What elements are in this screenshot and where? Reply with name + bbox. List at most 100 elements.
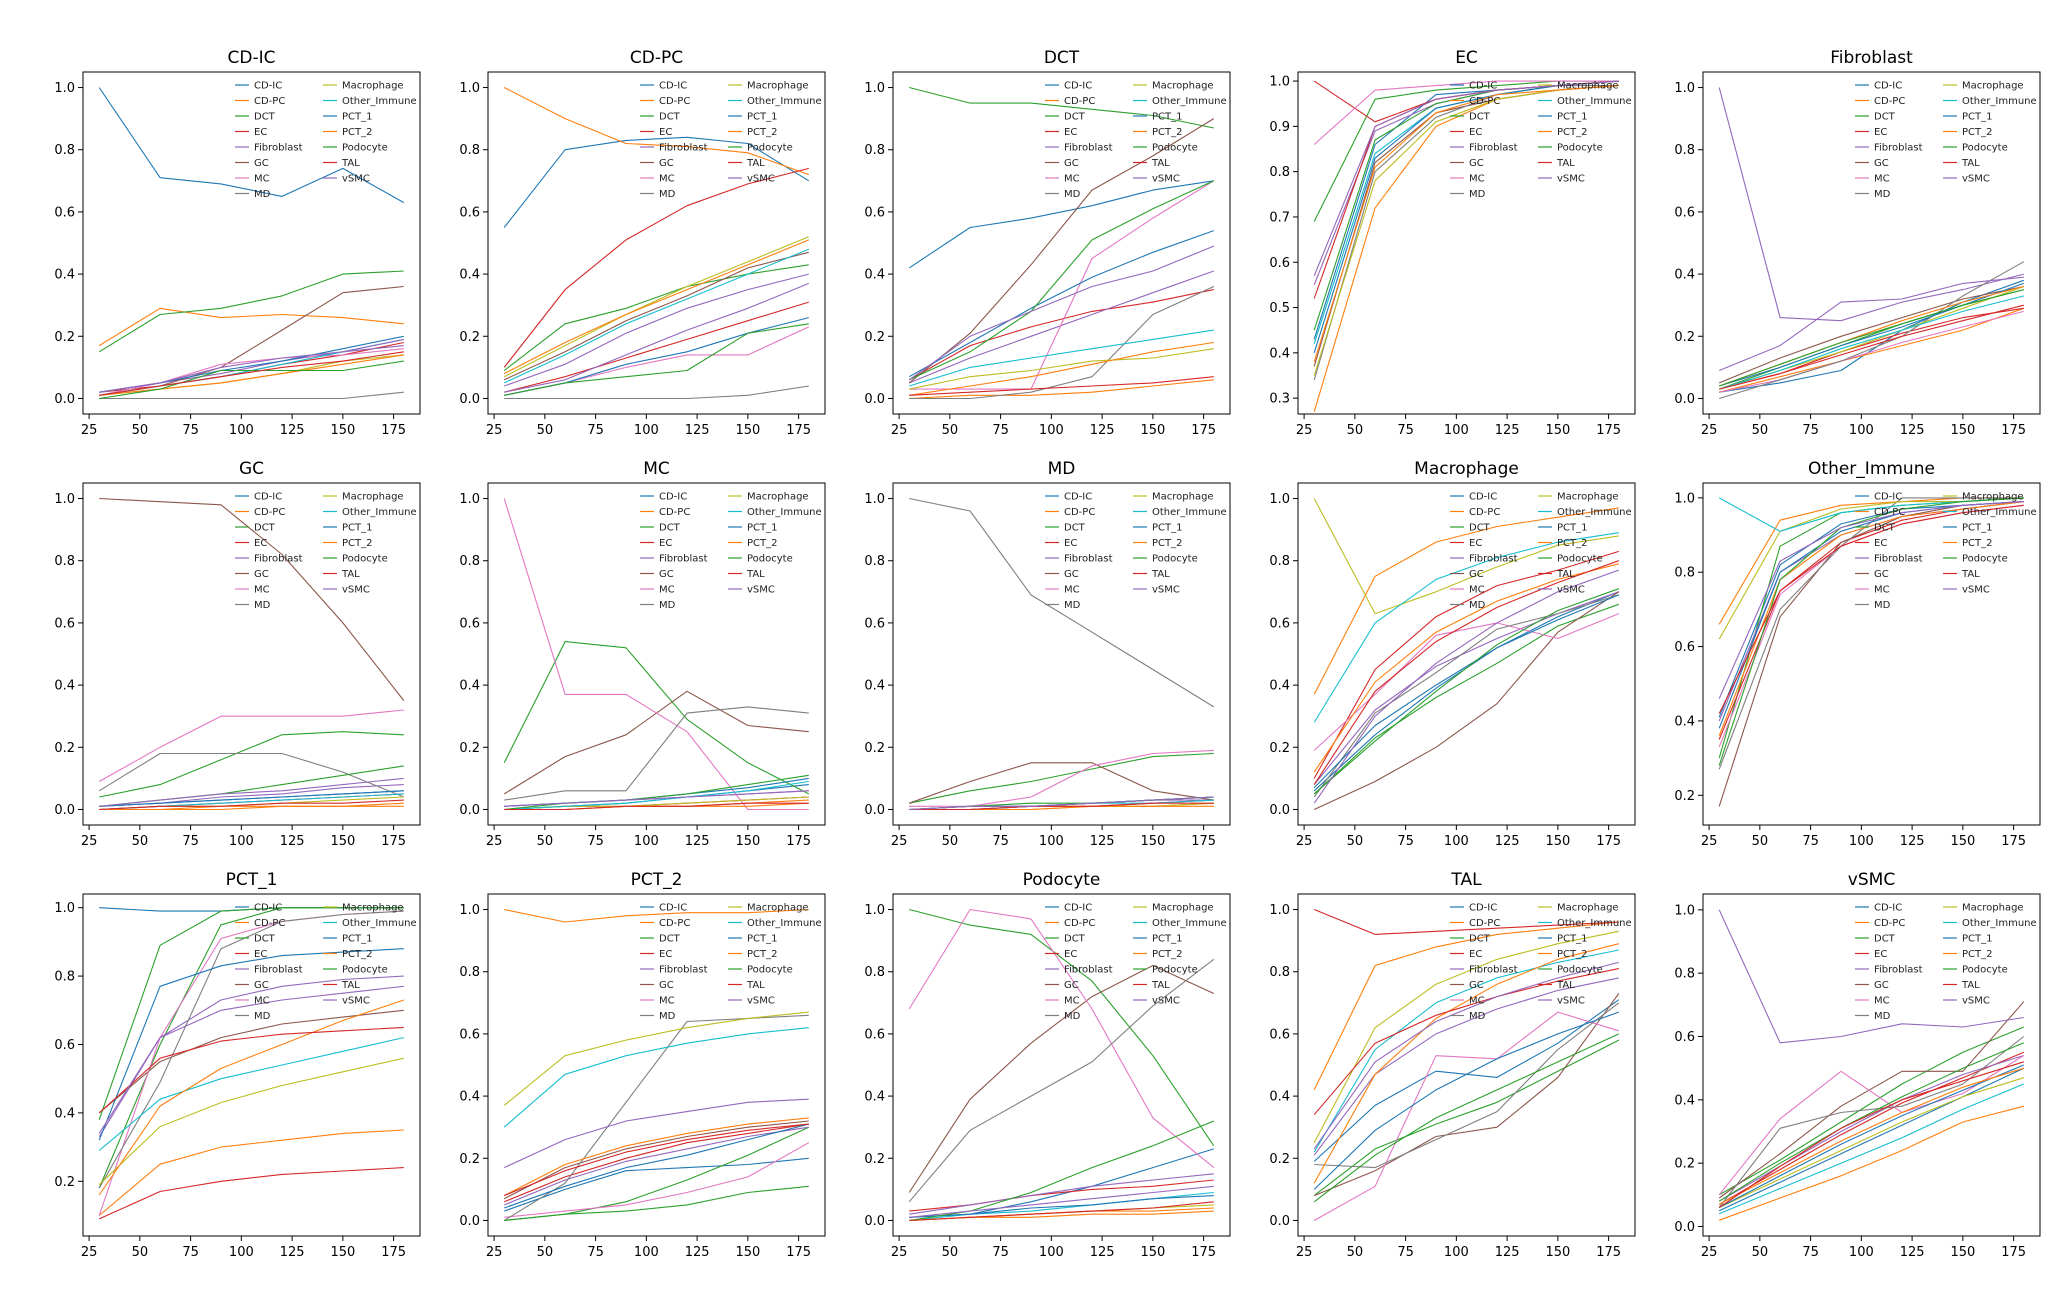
y-tick-label: 0.6 — [1674, 205, 1695, 220]
legend-label: EC — [659, 949, 672, 960]
series-line-GC — [1313, 993, 1620, 1197]
series-line-PCT_1 — [908, 230, 1214, 378]
series-line-PCT_1 — [1313, 1011, 1619, 1190]
legend-label: Fibroblast — [659, 143, 708, 154]
legend-label: GC — [254, 980, 269, 991]
series-line-Podocyte — [1313, 588, 1619, 795]
series-line-vSMC — [1718, 276, 2024, 372]
legend-label: Other_Immune — [1152, 96, 1227, 107]
y-tick-label: 0.0 — [1269, 803, 1290, 818]
axes-frame — [1702, 71, 2041, 415]
series-line-MC — [1719, 310, 2024, 393]
y-tick-label: 0.5 — [1269, 301, 1290, 316]
x-tick-label: 125 — [280, 423, 305, 438]
legend-label: EC — [1469, 127, 1482, 138]
legend-label: CD-IC — [659, 81, 687, 92]
y-tick-label: 0.2 — [459, 1152, 480, 1167]
legend-label: EC — [1064, 949, 1077, 960]
legend-label: Fibroblast — [659, 965, 708, 976]
series-line-PCT_1 — [909, 1195, 1214, 1218]
series-line-EC — [1313, 550, 1619, 779]
x-tick-label: 175 — [381, 423, 406, 438]
series-line-MC — [504, 1142, 810, 1218]
x-tick-label: 25 — [81, 1245, 98, 1260]
series-line-Fibroblast — [504, 273, 809, 387]
legend-label: CD-IC — [1469, 492, 1497, 503]
series-line-CD-IC — [503, 136, 810, 228]
subplot-title: Macrophage — [1414, 459, 1519, 479]
legend-label: Other_Immune — [342, 507, 417, 518]
x-tick-label: 100 — [1849, 423, 1874, 438]
legend-label: PCT_2 — [1557, 538, 1587, 549]
series-line-TAL — [1313, 560, 1619, 785]
y-tick-label: 1.0 — [864, 903, 885, 918]
legend-label: vSMC — [1557, 174, 1585, 185]
series-line-PCT_1 — [1719, 282, 2024, 387]
axes-frame — [82, 71, 421, 415]
legend-label: Fibroblast — [1469, 554, 1518, 565]
legend-label: GC — [1469, 569, 1484, 580]
y-tick-label: 0.4 — [54, 1106, 75, 1121]
x-tick-label: 100 — [1444, 1245, 1469, 1260]
legend-label: Podocyte — [1152, 965, 1198, 976]
x-tick-label: 100 — [1444, 834, 1469, 849]
y-tick-label: 1.0 — [1674, 81, 1695, 96]
series-line-GC — [503, 251, 809, 381]
y-tick-label: 0.0 — [864, 392, 885, 407]
x-tick-label: 100 — [1849, 834, 1874, 849]
series-line-vSMC — [1718, 501, 2024, 699]
series-line-EC — [1313, 908, 1619, 935]
subplot-Fibroblast: 25 50 75 100 125 150 175 0.0 0.2 0.4 0.6 0.8 1.0 Fibr… — [1674, 48, 2041, 438]
legend-label: DCT — [659, 112, 681, 123]
x-tick-label: 175 — [381, 1245, 406, 1260]
x-tick-label: 150 — [1545, 834, 1570, 849]
series-line-MD — [98, 910, 404, 1189]
series-line-DCT — [503, 264, 809, 371]
subplot-title: Podocyte — [1023, 870, 1101, 890]
y-tick-label: 0.4 — [1269, 346, 1290, 361]
subplot-vSMC: 25 50 75 100 125 150 175 0.0 0.2 0.4 0.6 0.8 1.0 vSMC… — [1674, 870, 2041, 1260]
x-tick-label: 25 — [1296, 1245, 1313, 1260]
series-line-Fibroblast — [909, 1173, 1214, 1215]
series-line-TAL — [909, 376, 1214, 396]
legend-label: MD — [659, 1011, 676, 1022]
series-line-vSMC — [908, 245, 1215, 381]
legend-label: PCT_2 — [1557, 127, 1587, 138]
series-line-MC — [503, 498, 809, 811]
y-tick-label: 0.2 — [864, 330, 885, 345]
series-line-TAL — [99, 351, 404, 396]
axes-frame — [1297, 893, 1636, 1237]
subplot-title: EC — [1455, 48, 1478, 68]
series-line-Podocyte — [504, 323, 809, 396]
x-tick-label: 25 — [81, 834, 98, 849]
series-line-Macrophage — [909, 348, 1214, 390]
series-line-vSMC — [99, 338, 404, 393]
legend: CD-IC CD-PC DCT EC Fibroblast GC MC MD Macrophag… — [1450, 903, 1632, 1022]
legend-label: PCT_2 — [1152, 538, 1182, 549]
legend-label: Macrophage — [1557, 81, 1619, 92]
series-line-DCT — [503, 641, 810, 795]
series-line-PCT_2 — [909, 341, 1214, 396]
y-tick-label: 0.6 — [1269, 256, 1290, 271]
subplot-CD-IC: 25 50 75 100 125 150 175 0.0 0.2 0.4 0.6 0.8 1.0 CD-I… — [54, 48, 421, 438]
x-tick-label: 25 — [1296, 834, 1313, 849]
y-tick-label: 0.8 — [864, 554, 885, 569]
legend: CD-IC CD-PC DCT EC Fibroblast GC MC MD Macrophag… — [640, 492, 822, 611]
y-tick-label: 0.6 — [459, 616, 480, 631]
x-tick-label: 175 — [1596, 834, 1621, 849]
legend-label: Podocyte — [1152, 554, 1198, 565]
y-tick-label: 0.0 — [54, 803, 75, 818]
legend-label: CD-PC — [1469, 918, 1500, 929]
x-tick-label: 100 — [229, 834, 254, 849]
axes-frame — [892, 71, 1231, 415]
y-tick-label: 1.0 — [1269, 492, 1290, 507]
x-tick-label: 150 — [1140, 834, 1165, 849]
x-tick-label: 50 — [537, 1245, 554, 1260]
x-tick-label: 25 — [891, 423, 908, 438]
x-tick-label: 175 — [1191, 1245, 1216, 1260]
y-tick-label: 0.6 — [54, 1038, 75, 1053]
legend-label: Macrophage — [1557, 903, 1619, 914]
series-line-PCT_1 — [99, 790, 404, 807]
series-line-vSMC — [1313, 80, 1619, 277]
series-line-PCT_2 — [1313, 85, 1619, 363]
